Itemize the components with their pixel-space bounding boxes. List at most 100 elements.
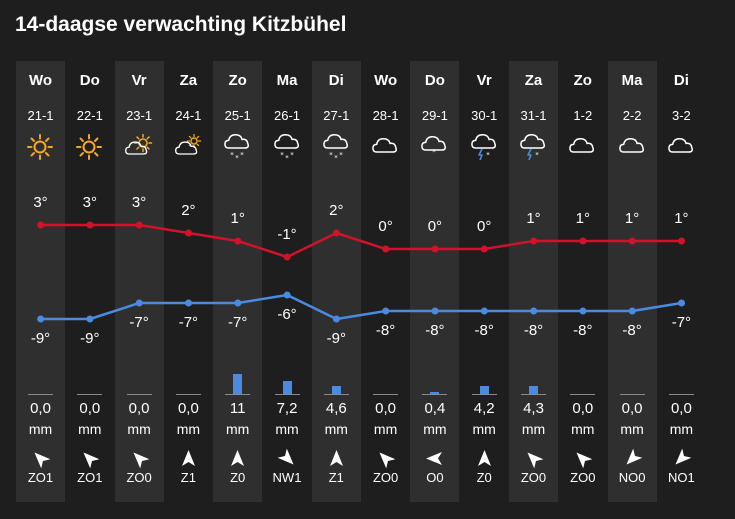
- max-temp-label: 1°: [674, 210, 689, 227]
- page-title: 14-daagse verwachting Kitzbühel: [15, 13, 347, 36]
- day-date: 27-1: [323, 108, 350, 123]
- precip-baseline: [373, 394, 399, 395]
- wind-arrow-icon: [79, 448, 100, 469]
- cloud-icon: [666, 132, 696, 162]
- precip-baseline: [225, 394, 251, 395]
- precip-amount: 0,0: [621, 400, 643, 417]
- day-date: 22-1: [76, 108, 103, 123]
- max-temp-label: 0°: [477, 218, 492, 235]
- snow-icon: * * *: [272, 132, 302, 162]
- precip-amount: 0,0: [79, 400, 101, 417]
- precip-amount: 0,0: [128, 400, 150, 417]
- precip-baseline: [521, 394, 546, 395]
- day-name: Zo: [573, 72, 592, 89]
- day-name: Di: [328, 72, 344, 89]
- cloud-icon: [370, 132, 400, 162]
- max-temp-label: 1°: [624, 210, 640, 227]
- cloud-sun-icon: [173, 132, 203, 162]
- cloud-snow-light-icon: *: [419, 132, 449, 162]
- svg-text:*: *: [240, 151, 244, 159]
- svg-text:*: *: [235, 154, 239, 162]
- wind-label: NO0: [618, 470, 646, 485]
- precip-amount: 4,2: [473, 400, 495, 417]
- min-temp-label: -9°: [326, 330, 346, 347]
- day-name: Do: [79, 72, 100, 89]
- wind-label: ZO0: [126, 470, 152, 485]
- day-date: 21-1: [27, 108, 54, 123]
- max-temp-label: 1°: [526, 210, 541, 227]
- day-name: Wo: [374, 72, 398, 89]
- forecast-day-column: Vr 30-1 * 0° -8° 4,2 mm Z0: [460, 61, 509, 502]
- day-date: 24-1: [175, 108, 202, 123]
- max-temp-label: 1°: [230, 210, 245, 227]
- forecast-table: Wo 21-1 3° -9° 0,0 mm ZO1 Do 22-1 3° -9° 0,0 mm ZO1 Vr…: [16, 61, 716, 502]
- min-temp-label: -7°: [178, 314, 199, 331]
- day-name: Vr: [131, 72, 147, 89]
- thunder-snow-icon: *: [469, 132, 499, 162]
- precip-unit: mm: [423, 421, 447, 437]
- precip-amount: 0,0: [572, 400, 594, 417]
- day-name: Wo: [28, 72, 53, 89]
- svg-text:*: *: [290, 151, 294, 159]
- day-date: 29-1: [421, 108, 448, 123]
- max-temp-label: 3°: [82, 194, 97, 211]
- wind-label: Z0: [230, 470, 246, 485]
- precip-amount: 0,0: [30, 400, 51, 417]
- precip-baseline: [77, 394, 103, 395]
- precip-unit: mm: [521, 421, 546, 437]
- min-temp-label: -8°: [622, 322, 642, 339]
- forecast-day-column: Di 27-1 * * * 2° -9° 4,6 mm Z1: [311, 61, 361, 502]
- min-temp-label: -6°: [277, 306, 297, 323]
- svg-text:*: *: [280, 151, 284, 159]
- cloud-icon: [617, 132, 647, 162]
- svg-text:*: *: [486, 151, 490, 159]
- precip-bar: [529, 386, 538, 394]
- precip-amount: 0,4: [424, 400, 446, 417]
- forecast-day-column: Wo 28-1 0° -8° 0,0 mm ZO0: [361, 61, 410, 502]
- day-date: 26-1: [273, 108, 301, 123]
- precip-bar: [282, 381, 292, 394]
- svg-text:*: *: [334, 154, 338, 162]
- wind-arrow-icon: [277, 448, 298, 469]
- forecast-day-column: Wo 21-1 3° -9° 0,0 mm ZO1: [16, 61, 65, 502]
- wind-arrow-icon: [523, 448, 544, 469]
- precip-baseline: [668, 394, 694, 395]
- precip-unit: mm: [472, 421, 496, 437]
- day-date: 31-1: [520, 108, 547, 123]
- day-date: 25-1: [224, 108, 251, 123]
- max-temp-label: 1°: [575, 210, 590, 227]
- precip-amount: 0,0: [670, 400, 692, 417]
- wind-label: Z1: [180, 470, 196, 485]
- wind-label: Z1: [328, 470, 344, 485]
- min-temp-label: -7°: [228, 314, 248, 331]
- min-temp-label: -8°: [425, 322, 445, 339]
- forecast-day-column: Vr 23-1 3° -7° 0,0 mm ZO0: [114, 61, 164, 502]
- wind-arrow-icon: [474, 448, 495, 469]
- precip-amount: 0,0: [375, 400, 397, 417]
- sun-icon: [74, 132, 104, 162]
- svg-text:*: *: [285, 154, 289, 162]
- precip-amount: 4,6: [325, 400, 347, 417]
- precip-baseline: [570, 394, 596, 395]
- wind-arrow-icon: [227, 448, 248, 469]
- day-name: Zo: [228, 72, 247, 89]
- wind-label: ZO0: [570, 470, 596, 485]
- svg-text:*: *: [339, 151, 343, 159]
- precip-unit: mm: [78, 421, 102, 437]
- wind-arrow-icon: [326, 448, 347, 469]
- precip-baseline: [619, 394, 645, 395]
- svg-text:*: *: [329, 151, 333, 159]
- day-date: 3-2: [671, 108, 691, 123]
- max-temp-label: 3°: [131, 194, 147, 211]
- wind-label: ZO1: [27, 470, 54, 485]
- wind-arrow-icon: [375, 448, 396, 469]
- day-name: Za: [524, 72, 543, 89]
- day-date: 23-1: [126, 108, 153, 123]
- wind-label: NW1: [272, 470, 302, 485]
- precip-amount: 7,2: [276, 400, 298, 417]
- precip-baseline: [28, 394, 53, 395]
- forecast-day-column: Do 22-1 3° -9° 0,0 mm ZO1: [65, 61, 114, 502]
- forecast-day-column: Za 31-1 * 1° -8° 4,3 mm ZO0: [509, 61, 558, 502]
- day-name: Do: [424, 72, 445, 89]
- snow-icon: * * *: [321, 132, 351, 162]
